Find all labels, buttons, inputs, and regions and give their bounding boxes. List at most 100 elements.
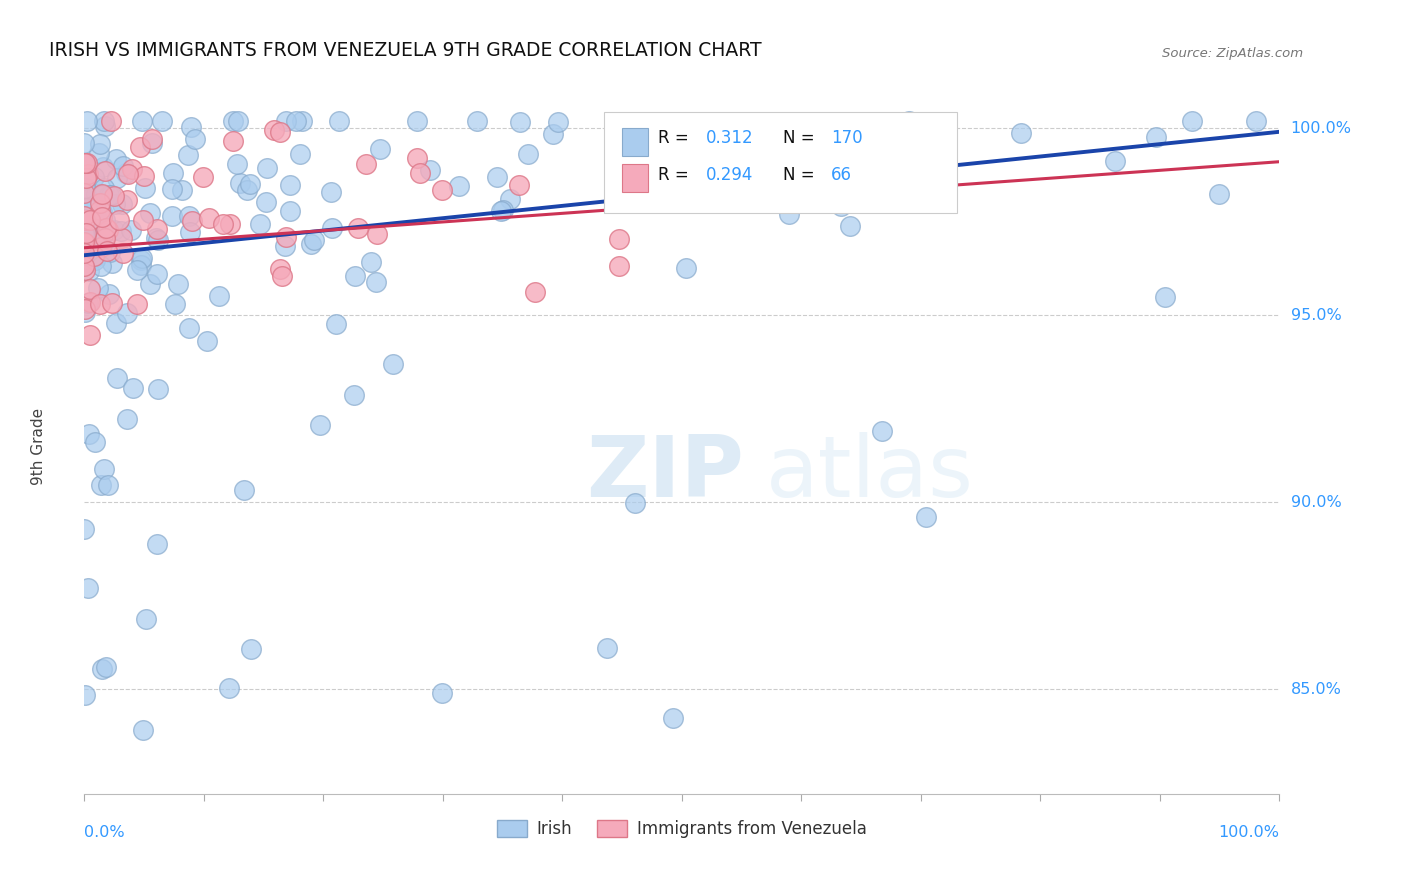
Point (180, 213, 202, 227)
Point (141, 136, 163, 151)
Point (226, 157, 249, 171)
Point (492, 202, 515, 217)
Point (80, 250, 103, 264)
Point (122, 381, 145, 395)
Point (898, 113, 921, 128)
Point (110, 224, 132, 238)
Point (103, 188, 125, 202)
Point (120, 223, 142, 237)
Point (73, 304, 96, 318)
Point (105, 371, 128, 385)
Point (152, 113, 174, 128)
Point (76, 296, 98, 310)
Point (127, 263, 149, 277)
Point (75, 301, 97, 316)
Point (160, 209, 183, 223)
Point (83, 249, 105, 263)
Point (409, 166, 432, 180)
FancyBboxPatch shape (605, 112, 957, 213)
Point (96, 220, 118, 235)
Point (73, 209, 96, 223)
Point (134, 180, 156, 194)
Point (274, 229, 297, 244)
Point (291, 113, 314, 128)
Point (406, 113, 429, 128)
Point (84, 187, 107, 202)
Point (830, 199, 852, 213)
Point (163, 297, 186, 311)
Point (105, 171, 128, 186)
Point (278, 203, 301, 218)
Point (97, 478, 120, 492)
Point (212, 218, 235, 232)
Point (75, 227, 97, 242)
Point (98, 286, 121, 301)
Point (509, 114, 531, 128)
Point (79, 294, 101, 309)
Text: N =: N = (783, 129, 820, 147)
Point (1181, 113, 1204, 128)
Point (73, 259, 96, 273)
Point (96, 244, 118, 258)
Point (661, 124, 683, 138)
Point (132, 723, 155, 737)
Text: 9th Grade: 9th Grade (31, 408, 46, 484)
Point (131, 258, 153, 272)
Point (91, 160, 114, 174)
Point (84, 253, 107, 268)
Point (87, 281, 110, 295)
Point (364, 275, 387, 289)
Point (523, 285, 546, 299)
Point (465, 113, 488, 128)
Point (76, 156, 98, 170)
Point (73, 168, 96, 182)
Point (73, 156, 96, 170)
Point (290, 147, 312, 161)
Point (278, 178, 301, 192)
Point (94, 213, 117, 227)
Point (239, 178, 262, 192)
Point (596, 640, 619, 655)
Text: 66: 66 (831, 166, 852, 184)
Point (77, 427, 100, 442)
Point (1208, 187, 1230, 202)
Point (145, 231, 167, 245)
Point (254, 195, 277, 210)
Point (90, 240, 112, 254)
Point (77, 235, 100, 250)
Point (125, 297, 148, 311)
Point (146, 233, 169, 247)
Point (89, 297, 111, 311)
Point (77, 264, 100, 278)
Point (73, 235, 96, 250)
Text: R =: R = (658, 166, 695, 184)
Point (94, 164, 117, 178)
Point (498, 192, 520, 206)
Point (76, 113, 98, 128)
Text: 170: 170 (831, 129, 863, 147)
Text: Source: ZipAtlas.com: Source: ZipAtlas.com (1163, 47, 1303, 60)
Point (101, 295, 124, 310)
Point (112, 245, 135, 260)
Point (117, 305, 139, 319)
Point (90, 229, 112, 244)
Point (111, 159, 134, 173)
Point (75, 688, 97, 702)
FancyBboxPatch shape (623, 164, 648, 192)
Point (107, 213, 129, 227)
Point (98, 187, 121, 202)
Point (79, 213, 101, 227)
Point (547, 115, 569, 129)
Point (146, 267, 169, 281)
Point (94, 231, 117, 245)
Point (131, 113, 153, 128)
Point (93, 181, 115, 195)
Point (179, 209, 201, 223)
Point (100, 113, 122, 128)
Point (83, 239, 105, 253)
Point (73, 227, 96, 241)
Point (91, 186, 114, 201)
Point (73, 213, 96, 227)
Point (486, 170, 509, 185)
Point (688, 138, 710, 153)
